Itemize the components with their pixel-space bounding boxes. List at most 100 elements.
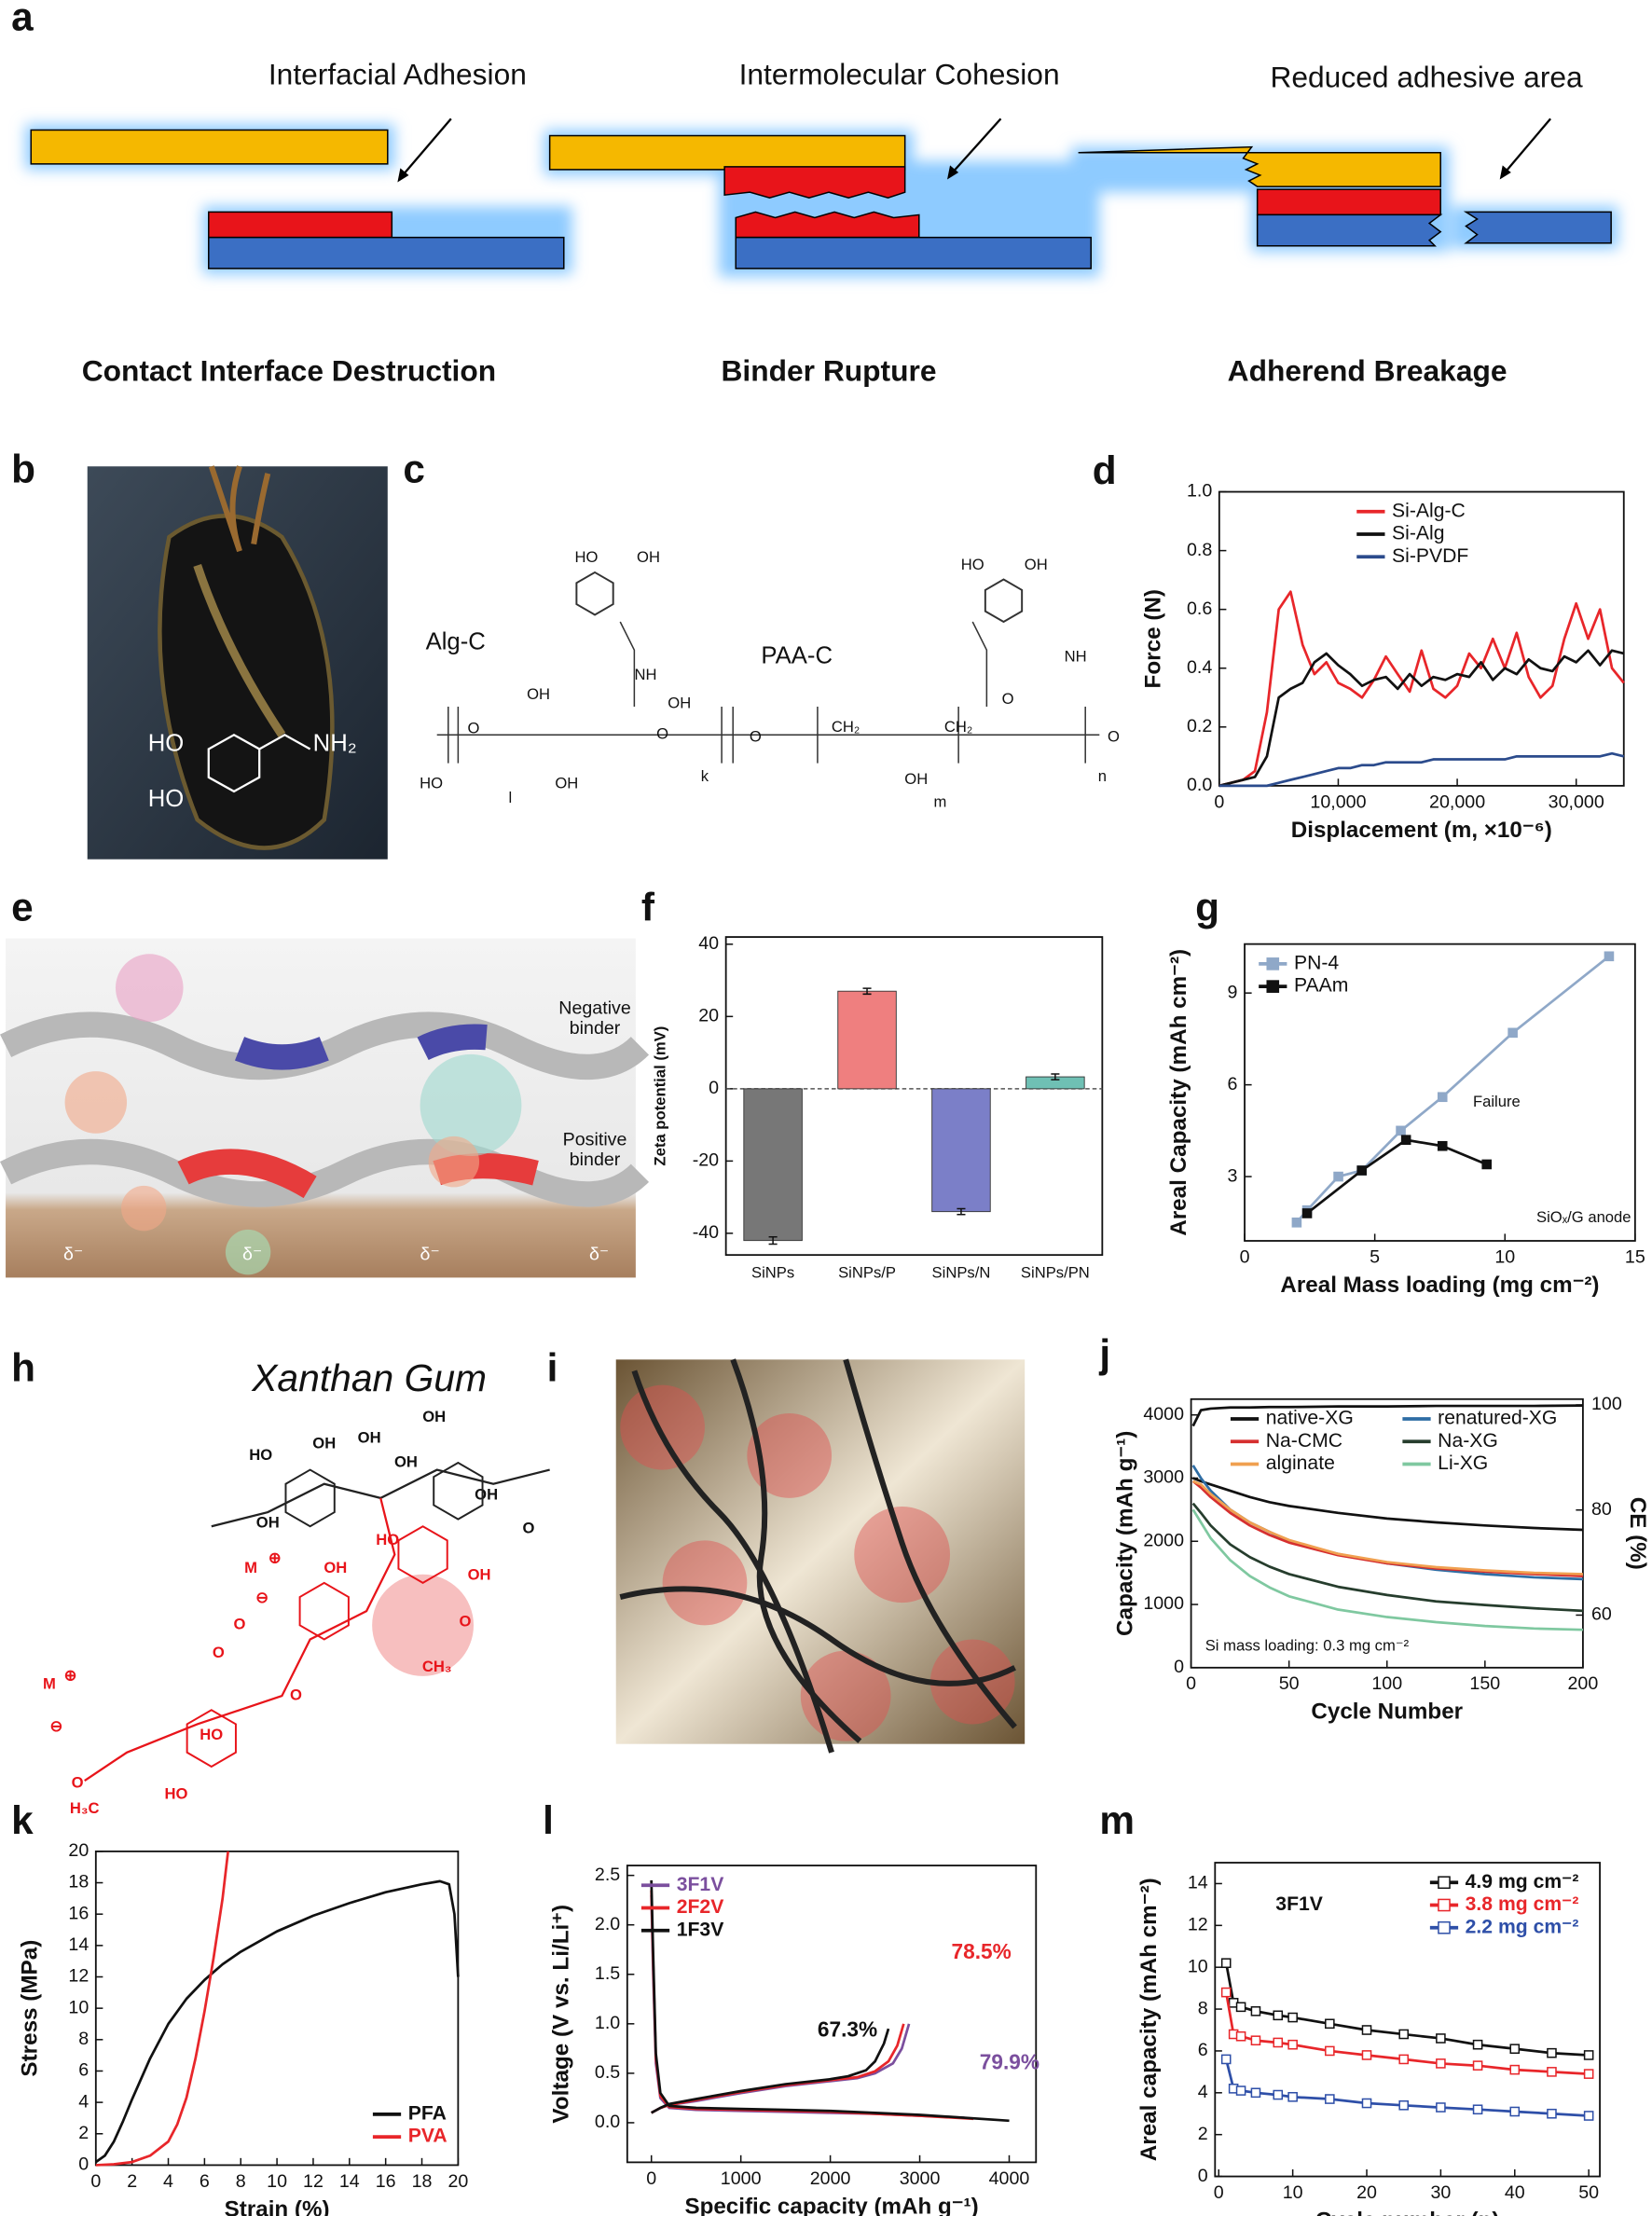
chem-label: OH xyxy=(468,1566,491,1584)
legend-label: PFA xyxy=(408,2102,447,2124)
ring xyxy=(433,1461,484,1521)
chem-label: ⊕ xyxy=(64,1666,77,1684)
y-tick-label: 8 xyxy=(1198,1998,1208,2018)
legend-label: Si-PVDF xyxy=(1392,545,1468,567)
x-tick-label: 2000 xyxy=(810,2168,851,2189)
chem-label: HO xyxy=(249,1446,272,1464)
series-line xyxy=(95,1851,229,2167)
panel-label: h xyxy=(11,1346,35,1390)
y-tick-label: 1.0 xyxy=(1187,481,1212,502)
annotation: 67.3% xyxy=(818,2016,877,2041)
x-tick-label: 6 xyxy=(200,2171,210,2192)
chem-label: l xyxy=(508,789,512,806)
series-line xyxy=(1218,751,1625,788)
legend-marker xyxy=(1438,1920,1451,1934)
series-line xyxy=(1192,1480,1583,1576)
legend-label: renatured-XG xyxy=(1438,1408,1557,1429)
series-line xyxy=(95,1879,460,2164)
y-axis-label: Voltage (V vs. Li/Li⁺) xyxy=(549,1905,574,2124)
y2-tick-label: 100 xyxy=(1591,1394,1622,1414)
polymer-name: Alg-C xyxy=(426,629,486,655)
marker xyxy=(1398,2054,1410,2065)
annotation: Negative xyxy=(558,998,631,1019)
y2-tick-label: 60 xyxy=(1591,1604,1612,1625)
y-tick-label: 18 xyxy=(68,1872,89,1893)
bar xyxy=(743,1088,803,1242)
y-tick-label: 0.4 xyxy=(1187,657,1212,678)
y-tick-label: 0 xyxy=(1174,1657,1184,1677)
y-tick-label: 0.2 xyxy=(1187,716,1212,736)
chem-label: O xyxy=(213,1644,225,1661)
y-tick-label: 6 xyxy=(1228,1074,1238,1094)
chem-label: O xyxy=(459,1613,471,1631)
panel-label: e xyxy=(11,885,34,929)
y-axis-label: Areal capacity (mAh cm⁻²) xyxy=(1136,1878,1162,2161)
legend-label: Li-XG xyxy=(1438,1452,1488,1474)
x-tick-label: 200 xyxy=(1568,1673,1599,1694)
y2-tick-label: 80 xyxy=(1591,1499,1612,1520)
error-bar xyxy=(1051,1073,1060,1080)
error-bar xyxy=(957,1207,966,1216)
x-tick-label: 10 xyxy=(1494,1246,1515,1267)
marker xyxy=(1361,2050,1372,2060)
chem-label: H₃C xyxy=(70,1799,100,1817)
y-tick-label: 0.0 xyxy=(1187,775,1212,795)
x-axis-label: Strain (%) xyxy=(225,2196,330,2216)
legend-marker xyxy=(1266,980,1280,993)
marker xyxy=(1400,1135,1411,1146)
chem-label: NH xyxy=(1065,647,1087,665)
legend-label: 1F3V xyxy=(677,1919,724,1940)
marker xyxy=(1325,2045,1335,2057)
y-tick-label: 0.8 xyxy=(1187,540,1212,560)
annotation: 78.5% xyxy=(952,1939,1012,1963)
series-line xyxy=(1191,1502,1583,1613)
y-tick-label: 0.5 xyxy=(595,2062,620,2083)
marker xyxy=(1325,2018,1335,2030)
marker xyxy=(1235,2085,1246,2096)
chem-label: OH xyxy=(637,548,660,566)
marker xyxy=(1472,2104,1483,2115)
marker xyxy=(1291,1218,1302,1228)
y-tick-label: 14 xyxy=(68,1934,89,1955)
y-tick-label: 16 xyxy=(68,1903,89,1923)
y-axis-label: Stress (MPa) xyxy=(18,1940,43,2077)
panel-label: c xyxy=(403,447,425,490)
y-tick-label: 6 xyxy=(78,2060,89,2081)
panel-label: j xyxy=(1098,1331,1110,1375)
marker xyxy=(1361,2025,1372,2035)
x-tick-label: 20,000 xyxy=(1429,791,1485,812)
panel-label: b xyxy=(11,447,35,490)
marker xyxy=(1250,2035,1261,2046)
bar xyxy=(837,990,897,1090)
x-axis-label: Areal Mass loading (mg cm⁻²) xyxy=(1280,1273,1599,1298)
x-tick-label: 0 xyxy=(1240,1246,1250,1267)
ring xyxy=(575,571,614,616)
x-axis-label: Cycle number (n) xyxy=(1315,2208,1500,2216)
y-tick-label: 2 xyxy=(1198,2124,1208,2144)
x-tick-label: 0 xyxy=(1214,791,1224,812)
chem-label: NH xyxy=(634,666,656,683)
legend-marker xyxy=(1266,957,1280,970)
marker xyxy=(1436,2058,1446,2069)
marker xyxy=(1250,2087,1261,2099)
marker xyxy=(1356,1165,1367,1176)
y-axis-label: Capacity (mAh g⁻¹) xyxy=(1112,1431,1137,1636)
charge: δ⁻ xyxy=(420,1244,440,1264)
error-bar xyxy=(862,987,872,996)
plot-frame xyxy=(724,936,1104,1257)
charge: δ⁻ xyxy=(63,1244,83,1264)
y-tick-label: 0 xyxy=(78,2154,89,2175)
marker xyxy=(1481,1159,1493,1170)
marker xyxy=(1250,2006,1261,2016)
chem-label: O xyxy=(1002,690,1014,708)
x-tick-label: SiNPs/PN xyxy=(1021,1263,1090,1281)
ring xyxy=(397,1525,448,1584)
x-tick-label: 0 xyxy=(90,2171,101,2192)
chem-label: O xyxy=(72,1773,84,1791)
chem-label: M xyxy=(244,1559,257,1576)
chem-label: n xyxy=(1098,767,1107,785)
marker xyxy=(1273,2089,1284,2100)
diagram-title: Xanthan Gum xyxy=(251,1356,487,1399)
marker xyxy=(1287,2091,1298,2102)
chem-label: OH xyxy=(555,775,578,792)
